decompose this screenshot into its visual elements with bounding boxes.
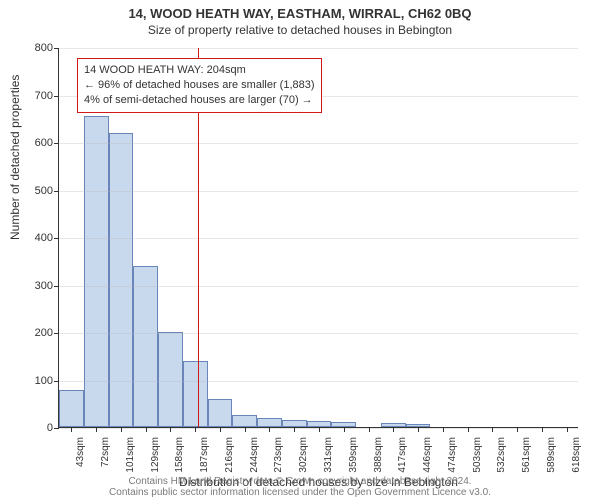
x-tick-mark [468,427,469,432]
x-tick-label: 244sqm [249,433,260,473]
x-tick-mark [517,427,518,432]
x-tick-mark [121,427,122,432]
y-tick-label: 0 [13,422,53,434]
y-tick-mark [54,48,59,49]
chart-area: 0100200300400500600700800 43sqm72sqm101s… [58,48,578,428]
histogram-bar [59,390,84,427]
y-tick-label: 500 [13,185,53,197]
chart-container: 14, WOOD HEATH WAY, EASTHAM, WIRRAL, CH6… [0,0,600,500]
x-tick-label: 417sqm [397,433,408,473]
x-tick-mark [195,427,196,432]
grid-line [59,48,578,49]
x-tick-mark [146,427,147,432]
x-tick-label: 589sqm [546,433,557,473]
x-tick-label: 129sqm [150,433,161,473]
x-tick-label: 388sqm [373,433,384,473]
histogram-bar [208,399,233,428]
x-tick-label: 72sqm [100,433,111,467]
grid-line [59,381,578,382]
x-tick-label: 302sqm [298,433,309,473]
x-tick-label: 474sqm [447,433,458,473]
page-title: 14, WOOD HEATH WAY, EASTHAM, WIRRAL, CH6… [0,0,600,21]
x-tick-mark [393,427,394,432]
x-tick-label: 532sqm [496,433,507,473]
y-tick-mark [54,238,59,239]
x-tick-mark [71,427,72,432]
x-tick-mark [220,427,221,432]
histogram-bar [282,420,307,427]
x-tick-label: 618sqm [571,433,582,473]
footer-line-2: Contains public sector information licen… [0,487,600,498]
y-tick-label: 300 [13,280,53,292]
histogram-bar [109,133,134,428]
x-tick-mark [492,427,493,432]
y-tick-mark [54,191,59,192]
x-tick-mark [319,427,320,432]
x-tick-mark [418,427,419,432]
x-tick-label: 158sqm [174,433,185,473]
x-tick-label: 446sqm [422,433,433,473]
plot-area: 0100200300400500600700800 43sqm72sqm101s… [58,48,578,428]
info-box: 14 WOOD HEATH WAY: 204sqm ← 96% of detac… [77,58,322,113]
x-tick-mark [542,427,543,432]
grid-line [59,238,578,239]
x-tick-label: 187sqm [199,433,210,473]
grid-line [59,333,578,334]
x-tick-label: 43sqm [75,433,86,467]
page-subtitle: Size of property relative to detached ho… [0,21,600,37]
y-tick-mark [54,286,59,287]
y-tick-mark [54,428,59,429]
x-tick-label: 216sqm [224,433,235,473]
x-tick-mark [269,427,270,432]
y-tick-mark [54,381,59,382]
x-tick-mark [567,427,568,432]
histogram-bar [183,361,208,428]
info-line-3: 4% of semi-detached houses are larger (7… [84,93,315,108]
x-tick-label: 101sqm [125,433,136,473]
x-tick-mark [96,427,97,432]
x-tick-label: 273sqm [273,433,284,473]
y-tick-label: 700 [13,90,53,102]
x-tick-mark [294,427,295,432]
footer-line-1: Contains HM Land Registry data © Crown c… [0,476,600,487]
histogram-bar [158,332,183,427]
grid-line [59,191,578,192]
x-tick-label: 503sqm [472,433,483,473]
grid-line [59,143,578,144]
x-tick-mark [170,427,171,432]
y-tick-mark [54,96,59,97]
y-tick-label: 100 [13,375,53,387]
grid-line [59,286,578,287]
y-tick-label: 400 [13,232,53,244]
y-tick-mark [54,143,59,144]
x-tick-label: 331sqm [323,433,334,473]
x-tick-label: 561sqm [521,433,532,473]
x-tick-mark [344,427,345,432]
x-tick-mark [369,427,370,432]
x-tick-mark [245,427,246,432]
histogram-bar [133,266,158,428]
y-tick-mark [54,333,59,334]
info-line-2: ← 96% of detached houses are smaller (1,… [84,78,315,93]
x-tick-mark [443,427,444,432]
x-tick-label: 359sqm [348,433,359,473]
y-tick-label: 800 [13,42,53,54]
y-tick-label: 200 [13,327,53,339]
info-line-1: 14 WOOD HEATH WAY: 204sqm [84,63,315,78]
histogram-bar [232,415,257,427]
y-tick-label: 600 [13,137,53,149]
histogram-bar [257,418,282,428]
footer: Contains HM Land Registry data © Crown c… [0,476,600,498]
